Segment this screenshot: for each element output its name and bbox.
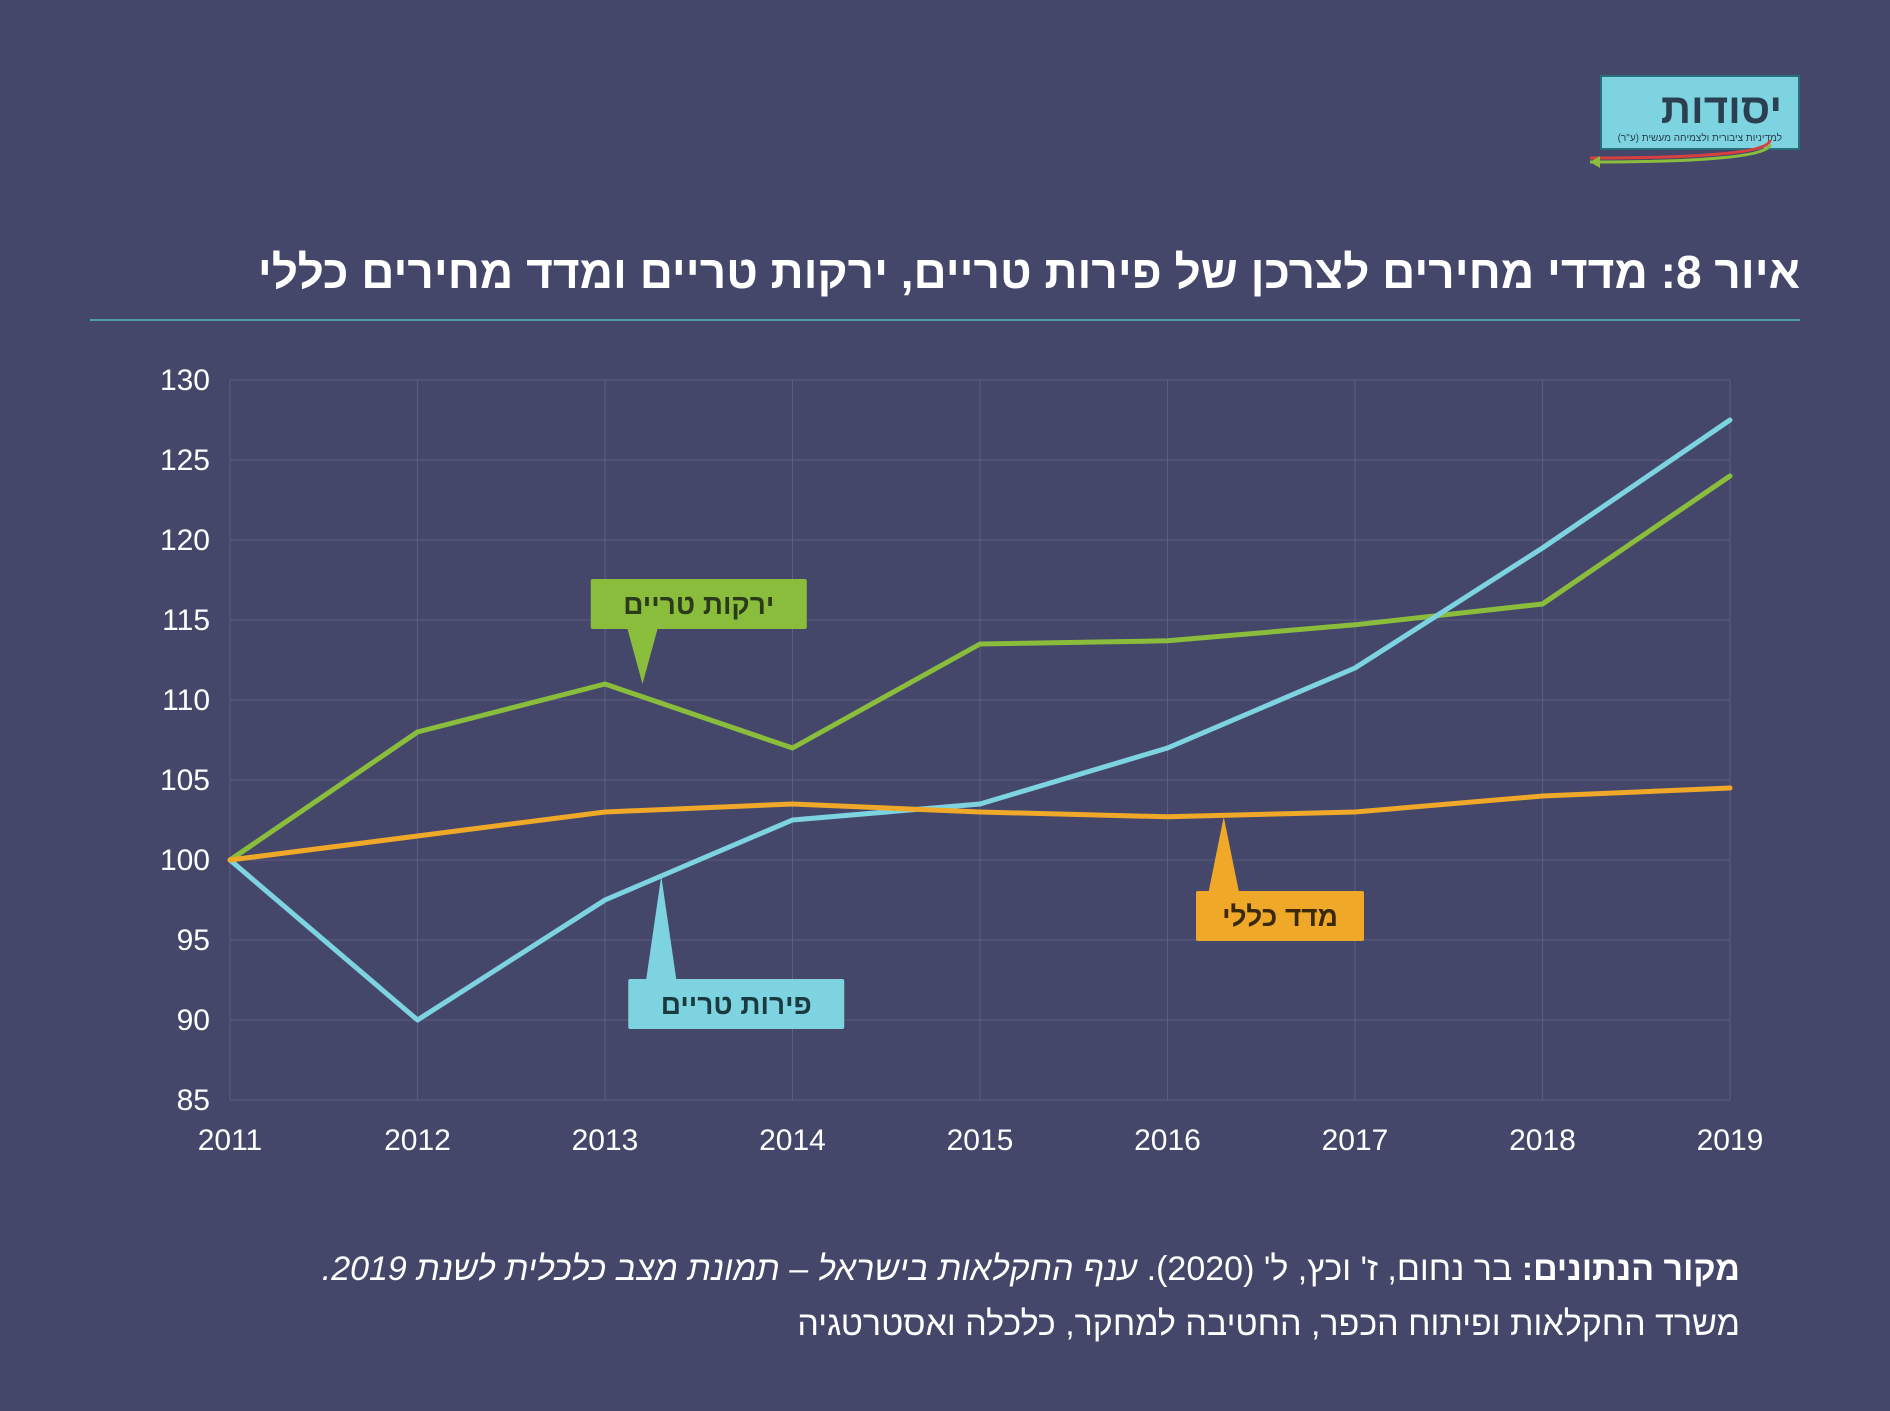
xtick-label: 2015 <box>947 1124 1014 1157</box>
callout-label-fruits: פירות טריים <box>661 989 812 1020</box>
ytick-label: 125 <box>160 444 210 477</box>
ytick-label: 105 <box>160 764 210 797</box>
xtick-label: 2017 <box>1322 1124 1389 1157</box>
chart-title-block: איור 8: מדדי מחירים לצרכן של פירות טריים… <box>90 245 1800 321</box>
chart-title: איור 8: מדדי מחירים לצרכן של פירות טריים… <box>258 246 1800 298</box>
xtick-label: 2011 <box>198 1124 263 1157</box>
callout-label-vegetables: ירקות טריים <box>623 589 774 620</box>
ytick-label: 90 <box>177 1004 210 1037</box>
footnote-label: מקור הנתונים: <box>1522 1250 1740 1288</box>
ytick-label: 100 <box>160 844 210 877</box>
xtick-label: 2014 <box>759 1124 826 1157</box>
ytick-label: 115 <box>162 604 210 637</box>
ytick-label: 95 <box>177 924 210 957</box>
logo: יסודות למדיניות ציבורית ולצמיחה מעשית (ע… <box>1600 75 1800 150</box>
callout-label-general: מדד כללי <box>1222 901 1338 932</box>
ytick-label: 130 <box>160 364 210 397</box>
callout-pointer-general <box>1209 817 1239 891</box>
footnote-line1-plain: בר נחום, ז' וכץ, ל' (2020). <box>1137 1250 1512 1288</box>
xtick-label: 2013 <box>572 1124 639 1157</box>
line-chart: 85 90 95 100 105 110 115 120 125 130 2011 2012 2013 2… <box>150 360 1770 1190</box>
chart-svg: 85 90 95 100 105 110 115 120 125 130 2011 2012 2013 2… <box>150 360 1770 1190</box>
logo-arrow-icon <box>1570 138 1790 168</box>
xtick-label: 2016 <box>1134 1124 1201 1157</box>
ytick-label: 85 <box>177 1084 210 1117</box>
footnote-line2: משרד החקלאות ופיתוח הכפר, החטיבה למחקר, … <box>797 1305 1740 1343</box>
logo-text: יסודות <box>1618 85 1782 133</box>
xtick-label: 2019 <box>1697 1124 1764 1157</box>
ytick-label: 110 <box>162 684 210 717</box>
callout-pointer-fruits <box>646 876 676 979</box>
ytick-label: 120 <box>160 524 210 557</box>
xtick-label: 2018 <box>1509 1124 1576 1157</box>
footnote-line1-italic: ענף החקלאות בישראל – תמונת מצב כלכלית לש… <box>322 1250 1137 1288</box>
xtick-label: 2012 <box>384 1124 451 1157</box>
footnote: מקור הנתונים: בר נחום, ז' וכץ, ל' (2020)… <box>150 1242 1740 1351</box>
callout-pointer-vegetables <box>628 629 658 684</box>
